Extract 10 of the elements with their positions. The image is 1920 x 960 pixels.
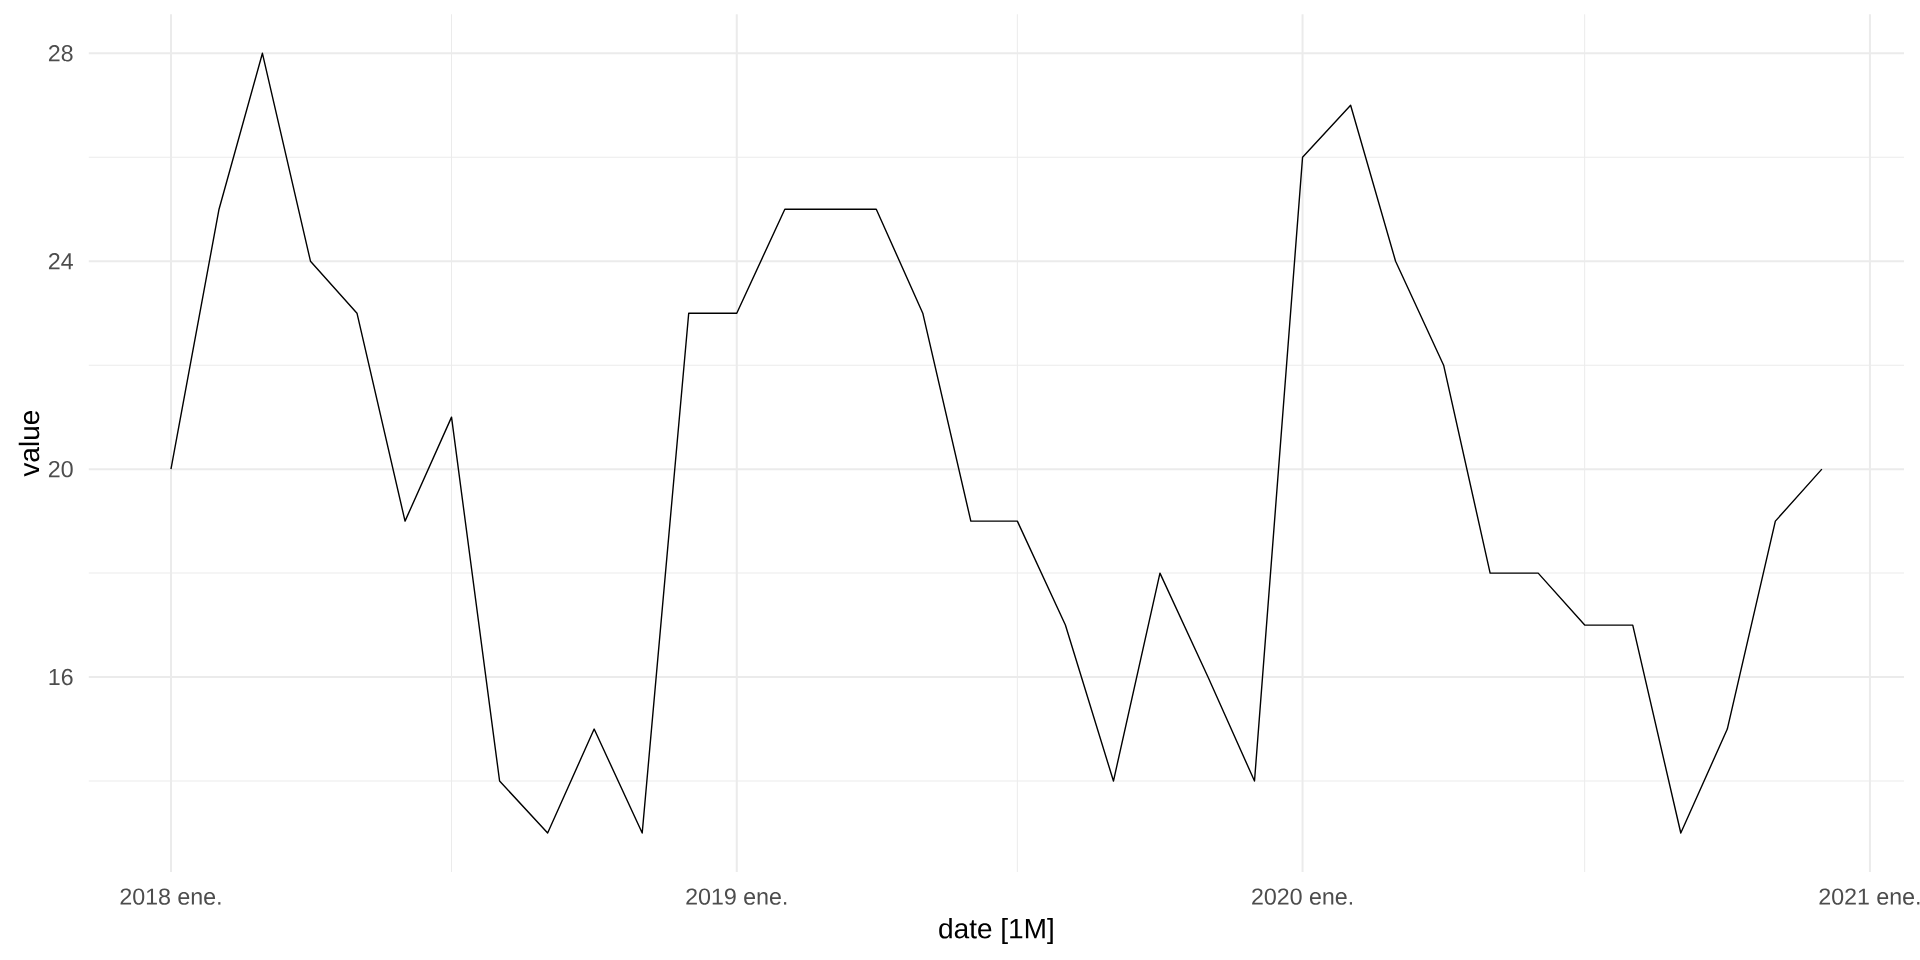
- x-tick-label: 2020 ene.: [1252, 888, 1353, 905]
- y-tick-label: 20: [48, 460, 73, 478]
- x-tick-label: 2021 ene.: [1819, 888, 1920, 905]
- x-tick-label: 2019 ene.: [686, 888, 787, 905]
- y-tick-label: 28: [48, 45, 73, 62]
- y-tick-label: 16: [49, 668, 73, 686]
- y-tick-label: 24: [48, 253, 73, 270]
- x-axis-title: date [1M]: [939, 917, 1053, 945]
- x-tick-label: 2018 ene.: [120, 888, 221, 905]
- y-axis-title: value: [18, 410, 40, 477]
